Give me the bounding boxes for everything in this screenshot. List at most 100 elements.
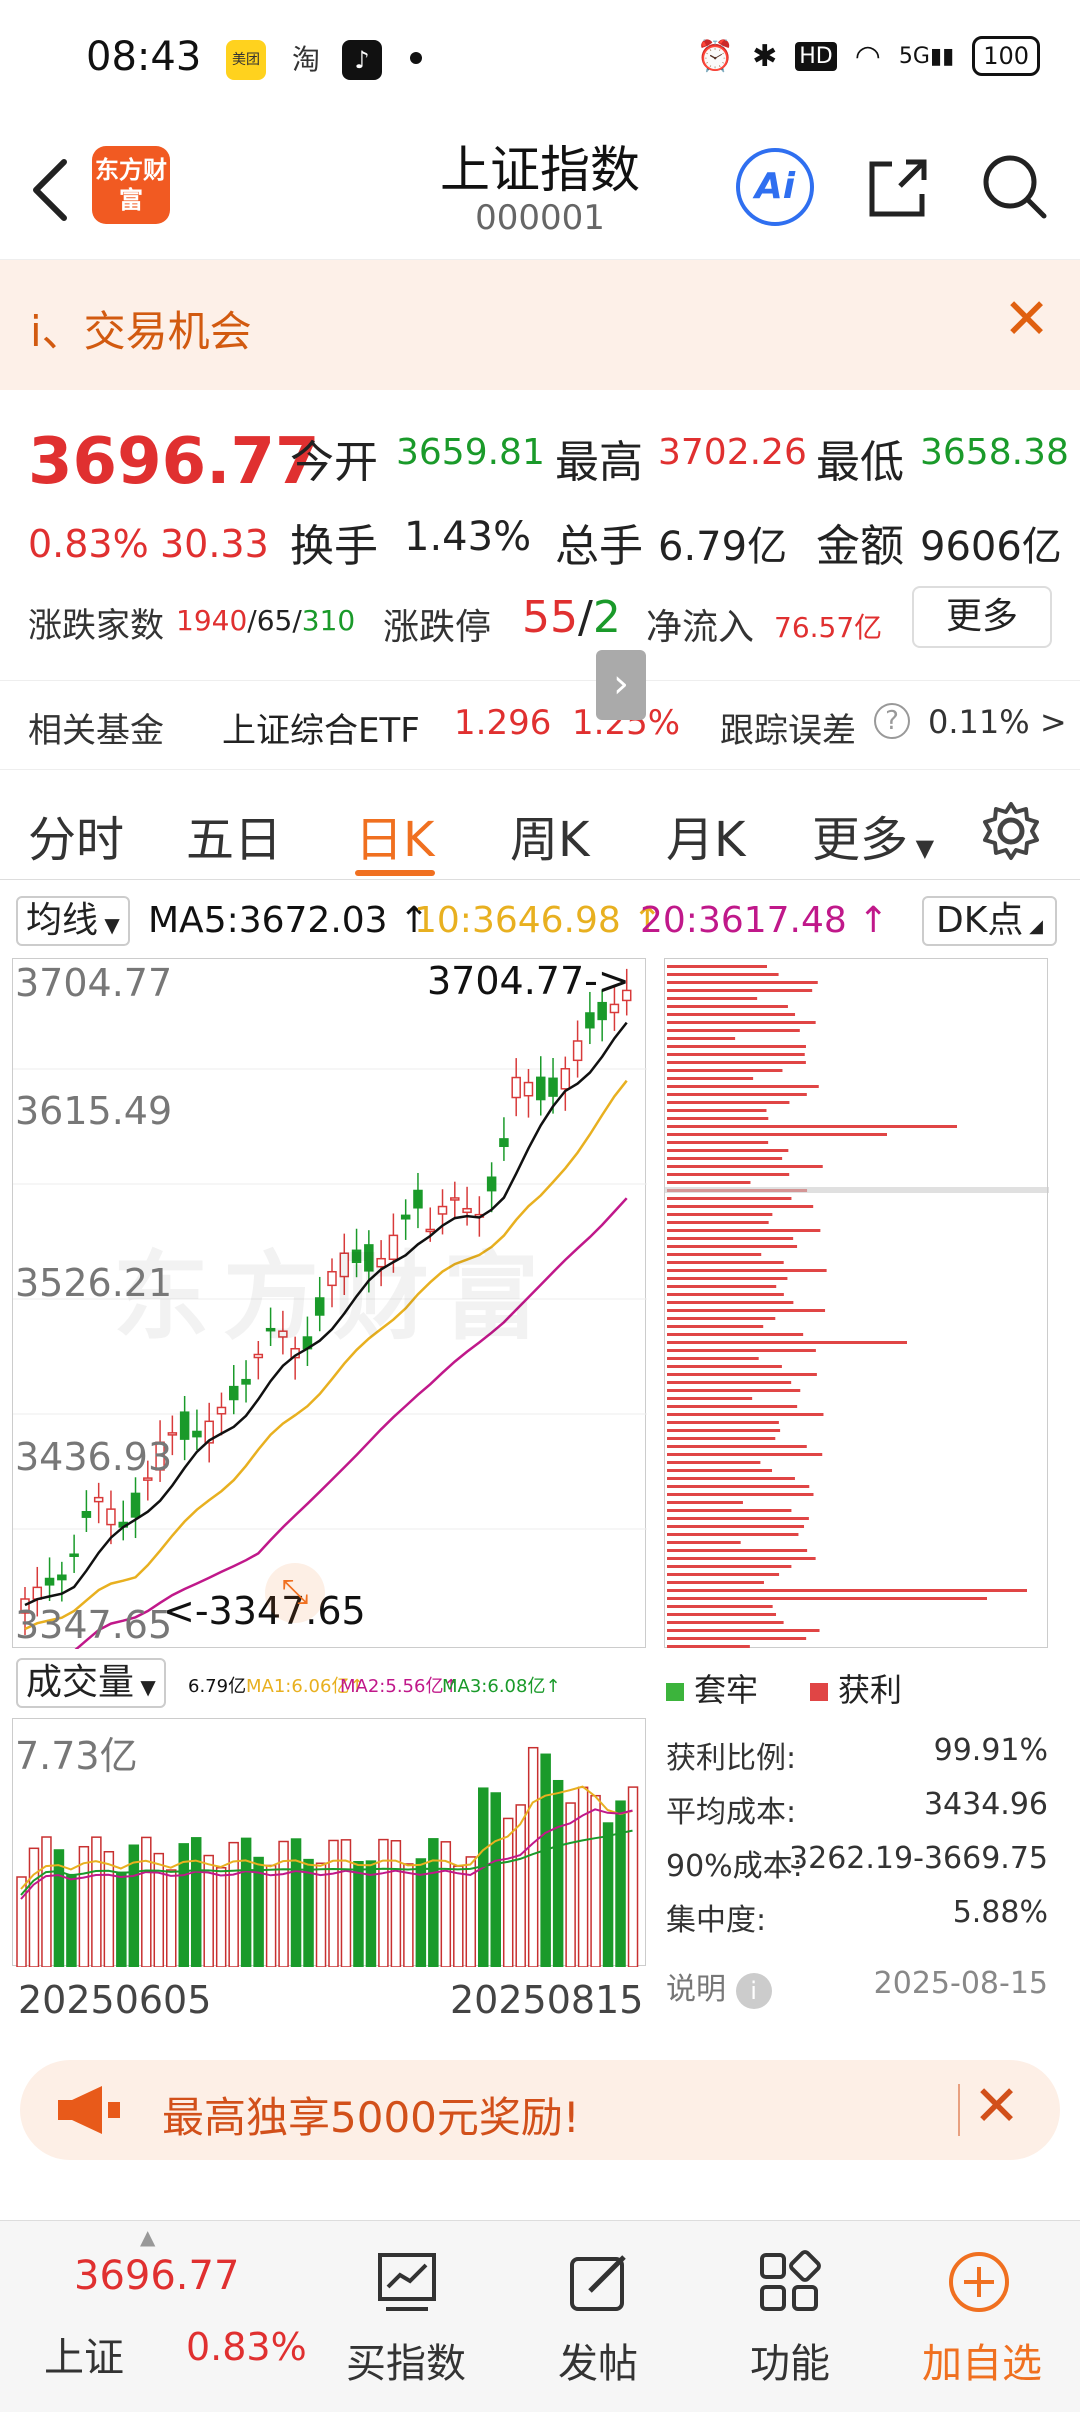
volume-bar bbox=[590, 1794, 601, 1968]
volume-bar bbox=[91, 1836, 102, 1968]
volume-bar bbox=[303, 1858, 314, 1968]
tab-weekly-k[interactable]: 周K bbox=[510, 812, 590, 868]
chip-bar bbox=[667, 1333, 804, 1336]
kline-candle bbox=[462, 1207, 472, 1214]
y-label-2: 3615.49 bbox=[15, 1089, 173, 1133]
vol-ma1: MA1:6.06亿↑ bbox=[246, 1676, 365, 1697]
volume-bar bbox=[340, 1839, 352, 1968]
kline-candle bbox=[609, 1003, 620, 1014]
indicator-next-button[interactable]: › bbox=[596, 650, 646, 720]
kline-candle bbox=[437, 1205, 448, 1215]
help-icon[interactable]: ? bbox=[874, 703, 910, 739]
volume-select[interactable]: 成交量 ▼ bbox=[16, 1658, 166, 1708]
promo-close-icon[interactable]: ✕ bbox=[973, 2074, 1020, 2139]
chip-bar bbox=[667, 1637, 807, 1640]
bluetooth-icon: ✱ bbox=[752, 38, 778, 74]
chip-bar bbox=[667, 1061, 806, 1064]
chip-bar bbox=[667, 1437, 776, 1440]
functions-button[interactable]: 功能 bbox=[730, 2221, 850, 2412]
kline-candle bbox=[314, 1297, 325, 1316]
volume-bar bbox=[66, 1873, 77, 1968]
opportunity-banner[interactable]: i、交易机会 ✕ bbox=[0, 260, 1080, 390]
share-button[interactable] bbox=[862, 152, 934, 224]
add-watchlist-button[interactable]: 加自选 bbox=[910, 2221, 1060, 2412]
ai-button[interactable]: Ai bbox=[736, 148, 814, 226]
promo-banner[interactable]: 最高独享5000元奖励! ✕ bbox=[20, 2060, 1060, 2160]
chip-bar bbox=[667, 1133, 887, 1136]
kline-candle bbox=[229, 1385, 239, 1401]
chip-bar bbox=[667, 1077, 754, 1080]
limit-label: 涨跌停 bbox=[383, 607, 492, 648]
more-button[interactable]: 更多 bbox=[912, 586, 1052, 648]
network-type: 5G bbox=[898, 43, 930, 69]
chip-bar bbox=[667, 1549, 808, 1552]
hd-icon: HD bbox=[795, 41, 837, 71]
expand-icon[interactable]: ⤡ bbox=[265, 1563, 325, 1623]
kline-candle bbox=[523, 1081, 534, 1097]
period-tabs: 分时 五日 日K 周K 月K 更多 ▼ bbox=[0, 780, 1080, 880]
taobao-app-icon: 淘 bbox=[291, 43, 320, 76]
tab-intraday[interactable]: 分时 bbox=[28, 812, 125, 868]
page-title: 上证指数 bbox=[440, 141, 640, 199]
ma20-text: 20:3617.48 bbox=[640, 900, 847, 941]
low-value: 3658.38 bbox=[920, 432, 1069, 473]
kline-ma-line bbox=[24, 1197, 628, 1671]
post-button[interactable]: 发帖 bbox=[540, 2221, 660, 2412]
volume-chart[interactable]: 7.73亿 bbox=[12, 1718, 646, 1968]
kline-candle bbox=[167, 1432, 178, 1436]
volume-bar bbox=[265, 1864, 277, 1968]
tab-daily-k[interactable]: 日K bbox=[355, 812, 435, 868]
chart-trend-icon bbox=[378, 2253, 436, 2311]
chip-bar bbox=[667, 1093, 807, 1096]
avg-cost-value: 3434.96 bbox=[923, 1787, 1048, 1822]
chip-bar bbox=[667, 1389, 801, 1392]
chip-date: 2025-08-15 bbox=[873, 1966, 1048, 2001]
search-button[interactable] bbox=[978, 150, 1050, 222]
tracking-error-label: 跟踪误差 bbox=[720, 711, 856, 751]
chip-bar bbox=[667, 1373, 817, 1376]
kline-candle bbox=[548, 1077, 558, 1097]
tab-monthly-k[interactable]: 月K bbox=[666, 812, 746, 868]
ma10-value: 10:3646.98 ↑ bbox=[414, 900, 663, 941]
volume-bar bbox=[453, 1865, 464, 1968]
chip-bar bbox=[667, 1533, 799, 1536]
tab-five-day[interactable]: 五日 bbox=[186, 812, 283, 868]
chip-bar bbox=[667, 1349, 816, 1352]
ma5-value: MA5:3672.03 ↑ bbox=[148, 900, 430, 941]
banner-close-icon[interactable]: ✕ bbox=[1003, 287, 1050, 352]
volume-bar bbox=[141, 1836, 152, 1968]
vol-ma2-text: MA2:5.56亿 bbox=[340, 1676, 444, 1697]
end-date: 20250815 bbox=[450, 1978, 644, 2022]
tab-more[interactable]: 更多 ▼ bbox=[812, 800, 934, 870]
turnover-label: 换手 bbox=[290, 521, 378, 572]
volume-bar bbox=[602, 1822, 614, 1968]
chip-bar bbox=[667, 1285, 777, 1288]
back-button[interactable] bbox=[26, 150, 76, 230]
limit-up: 55 bbox=[522, 592, 578, 643]
kline-chart[interactable]: 东方财富 3704.77 3615.49 3526.21 3436.93 334… bbox=[12, 958, 647, 1671]
kline-candle bbox=[20, 1598, 30, 1614]
app-logo: 东方财富 bbox=[92, 146, 170, 224]
chip-bar bbox=[667, 1613, 777, 1616]
chip-svg bbox=[665, 965, 1049, 1648]
inflow-value: 76.57亿 bbox=[774, 611, 883, 644]
dk-point-button[interactable]: DK点 ◢ bbox=[922, 896, 1057, 946]
inflow-label: 净流入 bbox=[646, 607, 755, 648]
kline-candle bbox=[400, 1214, 411, 1220]
ma-select[interactable]: 均线 ▼ bbox=[16, 896, 130, 946]
chip-note[interactable]: 说明 i bbox=[666, 1964, 772, 2009]
vol-value: 6.79亿 bbox=[188, 1676, 247, 1697]
chip-bar bbox=[667, 1069, 783, 1072]
chip-bar bbox=[667, 1013, 796, 1016]
settings-button[interactable] bbox=[980, 800, 1042, 866]
related-fund-row[interactable]: 相关基金 上证综合ETF 1.296 1.25% 跟踪误差 ? 0.11% > bbox=[0, 680, 1080, 770]
status-time: 08:43 bbox=[86, 34, 202, 80]
chip-bar bbox=[667, 989, 813, 992]
buy-index-button[interactable]: 买指数 bbox=[330, 2221, 490, 2412]
add-circle-icon bbox=[949, 2252, 1009, 2312]
chip-bar bbox=[667, 1053, 805, 1056]
kline-ma-line bbox=[24, 1079, 628, 1631]
chip-bar bbox=[667, 1309, 826, 1312]
volume-header: 成交量 ▼ 6.79亿 MA1:6.06亿↑ MA2:5.56亿↑ MA3:6.… bbox=[12, 1656, 646, 1712]
vol-ma1-text: MA1:6.06亿 bbox=[246, 1676, 350, 1697]
